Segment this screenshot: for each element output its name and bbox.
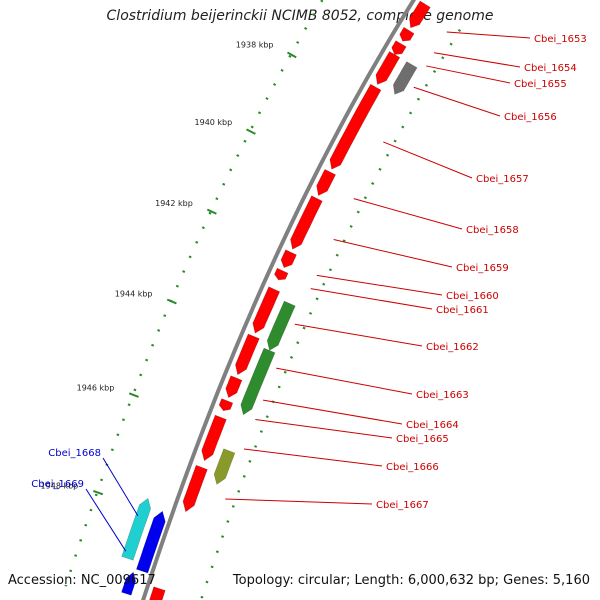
gene-label: Cbei_1657 — [476, 174, 529, 185]
forward-gene — [235, 333, 260, 376]
genome-summary: Topology: circular; Length: 6,000,632 bp… — [232, 573, 590, 588]
blue-gene — [121, 571, 136, 596]
gene-label: Cbei_1658 — [466, 225, 519, 236]
tick-mark — [246, 128, 256, 135]
gene-features — [121, 0, 431, 600]
leader-line — [446, 31, 531, 39]
tick-label: 1942 kbp — [155, 199, 193, 208]
gene-label: Cbei_1663 — [416, 390, 469, 401]
forward-gene — [280, 249, 297, 268]
tick-mark — [93, 490, 104, 496]
leader-line — [243, 448, 383, 467]
leader-line — [85, 488, 127, 552]
gene-label: Cbei_1665 — [396, 434, 449, 445]
forward-gene — [375, 51, 401, 85]
tick-label: 1946 kbp — [77, 384, 115, 393]
tick-mark — [286, 51, 297, 59]
gene-label: Cbei_1668 — [48, 448, 101, 459]
tick-mark — [166, 298, 177, 305]
olive-gene — [213, 448, 236, 485]
backbone-arc — [141, 0, 417, 600]
gene-label: Cbei_1667 — [376, 500, 429, 511]
forward-gene — [274, 267, 289, 281]
forward-gene — [149, 586, 166, 600]
outer-dot-ring — [199, 28, 462, 600]
leader-line — [353, 198, 463, 230]
forward-gene — [290, 195, 323, 250]
leader-line — [102, 457, 139, 517]
gene-label: Cbei_1656 — [504, 112, 557, 123]
accession-text: Accession: NC_009617 — [8, 573, 156, 588]
cyan-gene — [121, 497, 152, 561]
gene-label: Cbei_1655 — [514, 79, 567, 90]
leader-line — [276, 367, 413, 395]
forward-gene — [182, 464, 208, 513]
leader-line — [316, 274, 443, 296]
forward-gene — [225, 375, 243, 399]
leader-line — [333, 238, 453, 268]
gene-label: Cbei_1654 — [524, 63, 577, 74]
gene-label: Cbei_1664 — [406, 420, 459, 431]
gene-labels: Cbei_1653 Cbei_1654 Cbei_1655 Cbei_1656 Cbei… — [31, 31, 587, 552]
tick-label: 1938 kbp — [236, 41, 274, 50]
leader-line — [294, 323, 423, 347]
tick-label: 1948 kbp — [41, 482, 79, 491]
gene-label: Cbei_1653 — [534, 34, 587, 45]
forward-gene — [252, 286, 281, 334]
leader-line — [225, 498, 373, 505]
leader-line — [383, 141, 473, 179]
leader-line — [255, 418, 393, 439]
gene-label: Cbei_1669 — [31, 479, 84, 490]
gene-label: Cbei_1661 — [436, 305, 489, 316]
tick-mark — [128, 392, 139, 398]
leader-line — [426, 65, 511, 84]
forward-gene — [329, 83, 382, 170]
leader-line — [433, 52, 521, 68]
blue-gene — [136, 510, 166, 574]
green-gene — [266, 300, 296, 351]
gene-label: Cbei_1662 — [426, 342, 479, 353]
map-title: Clostridium beijerinckii NCIMB 8052, com… — [106, 8, 494, 24]
tick-mark — [206, 208, 217, 215]
gene-label: Cbei_1666 — [386, 462, 439, 473]
forward-gene — [409, 0, 431, 29]
tick-label: 1940 kbp — [195, 118, 233, 127]
backbone — [141, 0, 417, 600]
inner-dot-ring — [64, 0, 324, 587]
forward-gene — [201, 414, 227, 462]
gray-gene — [392, 61, 418, 95]
leader-line — [263, 399, 403, 425]
green-gene — [240, 347, 276, 416]
leader-line — [310, 288, 433, 310]
gene-label: Cbei_1659 — [456, 263, 509, 274]
tick-label: 1944 kbp — [115, 289, 153, 298]
forward-gene — [399, 26, 415, 42]
gene-label: Cbei_1660 — [446, 291, 499, 302]
forward-gene — [218, 398, 234, 412]
forward-gene — [391, 40, 407, 55]
forward-gene — [316, 169, 337, 196]
leader-line — [413, 86, 501, 117]
